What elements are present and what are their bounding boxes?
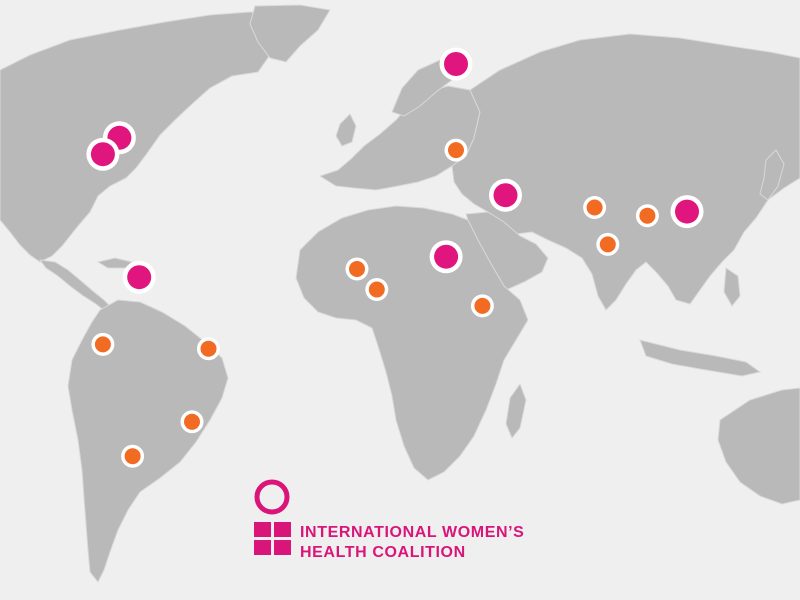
office-markers <box>86 47 704 468</box>
marker-west-africa[interactable] <box>345 257 369 281</box>
marker-dot <box>639 207 656 224</box>
marker-dot <box>368 281 385 298</box>
land-indonesia <box>639 339 762 377</box>
land-madagascar <box>505 382 527 439</box>
marker-dot <box>94 336 111 353</box>
marker-dot <box>444 52 468 76</box>
land-australia <box>717 387 800 505</box>
marker-dot <box>434 244 459 269</box>
marker-dot <box>675 199 699 224</box>
marker-eastern-us[interactable] <box>86 137 120 171</box>
iwhc-logo: INTERNATIONAL WOMEN’S HEALTH COALITION <box>254 479 524 561</box>
marker-dot <box>127 265 152 290</box>
marker-russia[interactable] <box>439 47 473 81</box>
land-britain <box>335 113 357 147</box>
marker-middle-east[interactable] <box>489 178 522 212</box>
marker-dot <box>200 340 217 357</box>
land-philippines <box>723 267 741 307</box>
land-greenland <box>249 4 331 63</box>
marker-china[interactable] <box>670 195 704 229</box>
logo-line-2: HEALTH COALITION <box>300 544 466 561</box>
marker-dot <box>599 236 616 253</box>
logo-line-1: INTERNATIONAL WOMEN’S <box>300 524 524 541</box>
marker-sudan[interactable] <box>429 240 463 274</box>
marker-dot <box>349 261 365 277</box>
marker-argentina[interactable] <box>121 444 145 468</box>
marker-bangladesh[interactable] <box>635 204 659 228</box>
marker-pakistan[interactable] <box>583 196 607 219</box>
land-asia <box>451 33 800 311</box>
marker-dot <box>586 199 603 216</box>
marker-east-africa[interactable] <box>470 294 494 318</box>
marker-dot <box>124 448 141 465</box>
marker-nigeria[interactable] <box>365 278 389 301</box>
marker-dot <box>474 297 491 314</box>
marker-dot <box>493 183 518 208</box>
logo-ring-icon <box>254 479 290 515</box>
logo-squares-icon <box>254 522 291 555</box>
marker-southern-brazil[interactable] <box>180 410 204 434</box>
land-japan <box>759 149 785 201</box>
marker-brazil[interactable] <box>197 337 220 361</box>
landmasses <box>0 4 800 583</box>
marker-dot <box>448 142 464 159</box>
marker-venezuela[interactable] <box>122 260 156 294</box>
marker-dot <box>90 142 115 167</box>
marker-turkey[interactable] <box>444 138 468 162</box>
marker-peru[interactable] <box>91 332 115 356</box>
marker-india[interactable] <box>596 232 620 256</box>
marker-dot <box>184 413 200 430</box>
